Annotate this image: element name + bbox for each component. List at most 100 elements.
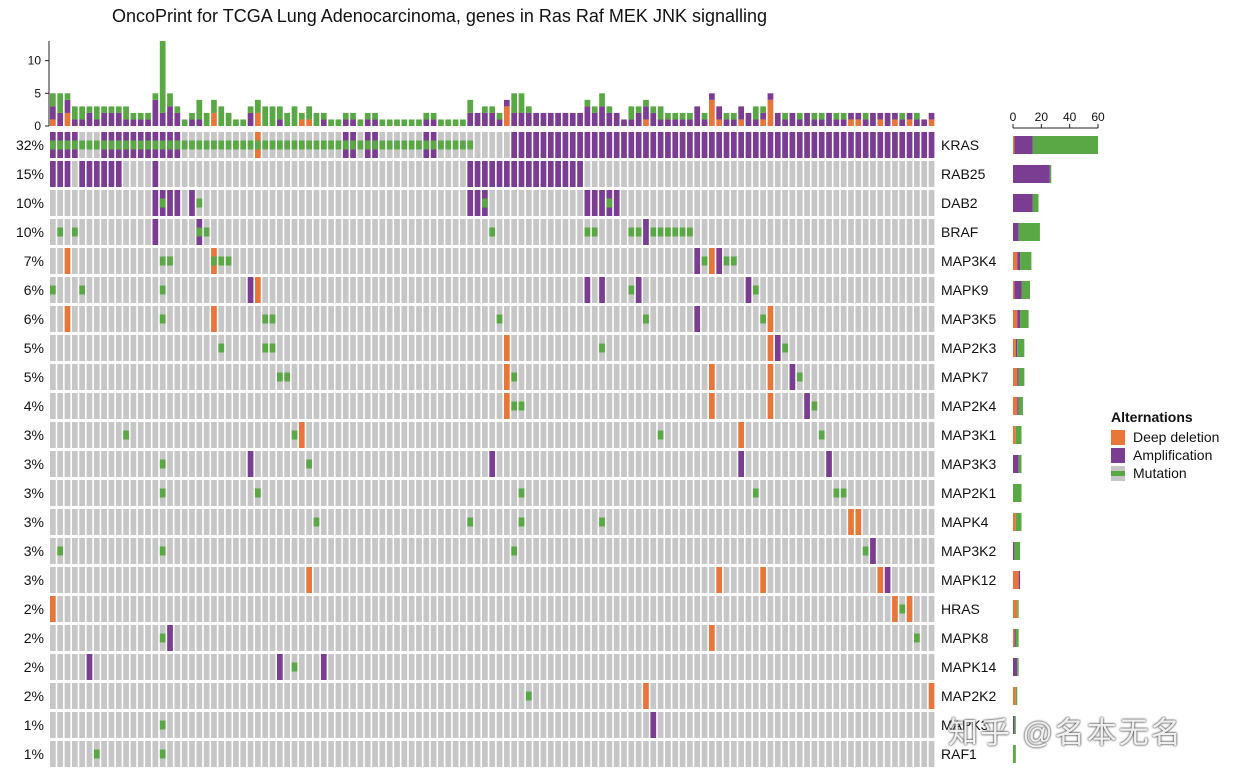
- oncoprint-cell: [50, 509, 56, 535]
- top-bar-segment: [203, 112, 210, 126]
- oncoprint-cell: [291, 219, 298, 245]
- oncoprint-cell: [130, 654, 137, 680]
- oncoprint-cell: [862, 132, 869, 158]
- oncoprint-cell: [108, 190, 115, 216]
- oncoprint-cell: [181, 190, 188, 216]
- oncoprint-cell: [174, 741, 181, 767]
- oncoprint-cell: [137, 567, 144, 593]
- oncoprint-cell: [445, 422, 452, 448]
- oncoprint-cell: [672, 335, 679, 361]
- oncoprint-cell: [496, 248, 503, 274]
- oncoprint-cell: [291, 538, 298, 564]
- oncoprint-cell: [606, 538, 613, 564]
- oncoprint-cell: [679, 335, 686, 361]
- oncoprint-cell: [474, 161, 481, 187]
- mutation-mark: [342, 140, 349, 150]
- percent-label: 3%: [24, 514, 44, 530]
- oncoprint-cell: [64, 161, 71, 187]
- oncoprint-cell: [211, 538, 217, 564]
- oncoprint-cell: [306, 190, 312, 216]
- mutation-mark: [914, 633, 920, 643]
- oncoprint-cell: [774, 451, 781, 477]
- oncoprint-cell: [247, 306, 254, 332]
- top-bar-segment: [606, 106, 613, 113]
- oncoprint-cell: [599, 596, 605, 622]
- oncoprint-cell: [855, 567, 862, 593]
- gene-label: DAB2: [941, 195, 978, 211]
- oncoprint-cell: [64, 625, 71, 651]
- mutation-mark: [496, 314, 503, 324]
- oncoprint-cell: [401, 190, 408, 216]
- oncoprint-cell: [547, 451, 554, 477]
- oncoprint-cell: [650, 161, 657, 187]
- oncoprint-cell: [569, 596, 576, 622]
- oncoprint-cell: [211, 306, 217, 332]
- oncoprint-cell: [342, 509, 349, 535]
- oncoprint-cell: [313, 335, 320, 361]
- gene-label: MAPK3: [941, 717, 989, 733]
- oncoprint-cell: [262, 683, 269, 709]
- oncoprint-cell: [152, 538, 159, 564]
- oncoprint-cell: [211, 364, 217, 390]
- legend-item-deep-deletion: Deep deletion: [1111, 428, 1219, 446]
- mutation-mark: [57, 140, 64, 150]
- oncoprint-cell: [774, 190, 781, 216]
- oncoprint-cell: [518, 596, 525, 622]
- oncoprint-cell: [467, 596, 474, 622]
- oncoprint-cell: [613, 422, 620, 448]
- oncoprint-cell: [687, 538, 693, 564]
- top-bar-segment: [665, 119, 671, 126]
- oncoprint-cell: [284, 712, 291, 738]
- oncoprint-cell: [445, 654, 452, 680]
- oncoprint-cell: [57, 509, 64, 535]
- top-bar-segment: [672, 112, 679, 120]
- oncoprint-cell: [108, 625, 115, 651]
- oncoprint-cell: [738, 393, 745, 419]
- oncoprint-cell: [833, 161, 840, 187]
- oncoprint-cell: [430, 596, 437, 622]
- oncoprint-cell: [167, 567, 173, 593]
- oncoprint-cell: [174, 161, 181, 187]
- oncoprint-cell: [760, 596, 766, 622]
- oncoprint-cell: [423, 480, 430, 506]
- oncoprint-cell: [606, 567, 613, 593]
- oncoprint-cell: [709, 741, 715, 767]
- oncoprint-cell: [225, 538, 232, 564]
- oncoprint-cell: [313, 190, 320, 216]
- mutation-mark: [672, 227, 679, 237]
- oncoprint-cell: [167, 683, 173, 709]
- top-bar-segment: [320, 119, 327, 126]
- oncoprint-cell: [335, 480, 342, 506]
- oncoprint-cell: [591, 277, 598, 303]
- oncoprint-cell: [826, 480, 832, 506]
- top-bar-segment: [181, 119, 188, 126]
- oncoprint-cell: [137, 219, 144, 245]
- oncoprint-cell: [826, 683, 832, 709]
- oncoprint-cell: [877, 190, 884, 216]
- oncoprint-cell: [584, 190, 591, 216]
- top-bar-segment: [255, 99, 261, 113]
- oncoprint-cell: [386, 335, 393, 361]
- oncoprint-cell: [811, 335, 818, 361]
- oncoprint-cell: [635, 335, 642, 361]
- oncoprint-cell: [211, 567, 217, 593]
- oncoprint-cell: [306, 335, 312, 361]
- gene-label: MAP2K1: [941, 485, 996, 501]
- oncoprint-cell: [848, 567, 854, 593]
- oncoprint-cell: [145, 567, 151, 593]
- oncoprint-cell: [555, 712, 561, 738]
- oncoprint-cell: [233, 538, 239, 564]
- oncoprint-cell: [496, 422, 503, 448]
- oncoprint-cell: [738, 132, 745, 158]
- oncoprint-cell: [189, 161, 195, 187]
- oncoprint-cell: [906, 567, 913, 593]
- oncoprint-cell: [782, 712, 788, 738]
- oncoprint-cell: [635, 248, 642, 274]
- oncoprint-cell: [496, 654, 503, 680]
- oncoprint-cell: [650, 567, 657, 593]
- percent-label: 3%: [24, 485, 44, 501]
- oncoprint-cell: [335, 306, 342, 332]
- oncoprint-cell: [386, 683, 393, 709]
- oncoprint-cell: [716, 625, 723, 651]
- oncoprint-cell: [833, 567, 840, 593]
